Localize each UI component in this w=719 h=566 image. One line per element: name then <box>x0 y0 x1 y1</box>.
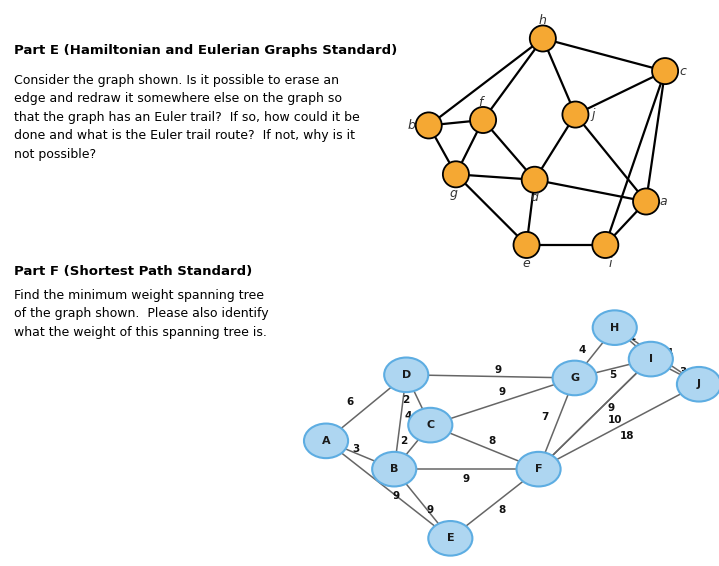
Text: b: b <box>407 119 415 132</box>
Text: 5: 5 <box>609 370 616 380</box>
Text: G: G <box>570 373 580 383</box>
Circle shape <box>553 361 597 395</box>
Text: 9: 9 <box>495 365 502 375</box>
Text: 10: 10 <box>608 415 622 426</box>
Text: 8: 8 <box>489 436 496 446</box>
Text: F: F <box>535 464 542 474</box>
Text: D: D <box>402 370 411 380</box>
Text: 18: 18 <box>620 431 634 441</box>
Text: f: f <box>478 96 482 109</box>
Circle shape <box>522 167 548 193</box>
Circle shape <box>384 358 429 392</box>
Circle shape <box>592 232 618 258</box>
Circle shape <box>470 107 496 133</box>
Text: 2: 2 <box>403 395 410 405</box>
Text: C: C <box>426 420 434 430</box>
Circle shape <box>652 58 678 84</box>
Circle shape <box>592 310 637 345</box>
Circle shape <box>629 342 673 376</box>
Circle shape <box>304 423 348 458</box>
Text: 3: 3 <box>679 367 687 377</box>
Text: 9: 9 <box>427 505 434 515</box>
Text: a: a <box>660 195 667 208</box>
Text: A: A <box>321 436 330 446</box>
Circle shape <box>429 521 472 556</box>
Text: H: H <box>610 323 619 333</box>
Text: 6: 6 <box>347 397 354 406</box>
Text: c: c <box>679 65 686 78</box>
Text: 4: 4 <box>665 348 672 358</box>
Text: g: g <box>449 187 457 200</box>
Circle shape <box>516 452 561 486</box>
Text: Consider the graph shown. Is it possible to erase an
edge and redraw it somewher: Consider the graph shown. Is it possible… <box>14 74 360 161</box>
Text: Find the minimum weight spanning tree
of the graph shown.  Please also identify
: Find the minimum weight spanning tree of… <box>14 289 269 338</box>
Text: 3: 3 <box>352 444 360 454</box>
Circle shape <box>530 25 556 52</box>
Circle shape <box>416 113 441 139</box>
Text: e: e <box>523 258 531 271</box>
Circle shape <box>513 232 539 258</box>
Text: 4: 4 <box>579 345 587 355</box>
Text: Part E (Hamiltonian and Eulerian Graphs Standard): Part E (Hamiltonian and Eulerian Graphs … <box>14 45 398 57</box>
Text: h: h <box>539 14 546 27</box>
Text: i: i <box>609 258 613 271</box>
Text: I: I <box>649 354 653 364</box>
Text: 9: 9 <box>607 403 614 413</box>
Circle shape <box>677 367 719 401</box>
Circle shape <box>633 188 659 215</box>
Text: 4: 4 <box>405 411 412 421</box>
Text: 7: 7 <box>541 412 549 422</box>
Text: 1: 1 <box>629 332 636 342</box>
Text: 9: 9 <box>393 491 400 501</box>
Circle shape <box>443 161 469 187</box>
Text: j: j <box>591 108 595 121</box>
Text: J: J <box>697 379 701 389</box>
Circle shape <box>372 452 416 486</box>
Text: Part F (Shortest Path Standard): Part F (Shortest Path Standard) <box>14 265 252 278</box>
Text: 9: 9 <box>499 387 506 397</box>
Text: B: B <box>390 464 398 474</box>
Text: E: E <box>446 533 454 543</box>
Text: 9: 9 <box>463 474 470 483</box>
Text: d: d <box>531 191 539 204</box>
Circle shape <box>562 101 588 127</box>
Circle shape <box>408 408 452 443</box>
Text: 2: 2 <box>400 436 408 446</box>
Text: 8: 8 <box>499 505 506 515</box>
